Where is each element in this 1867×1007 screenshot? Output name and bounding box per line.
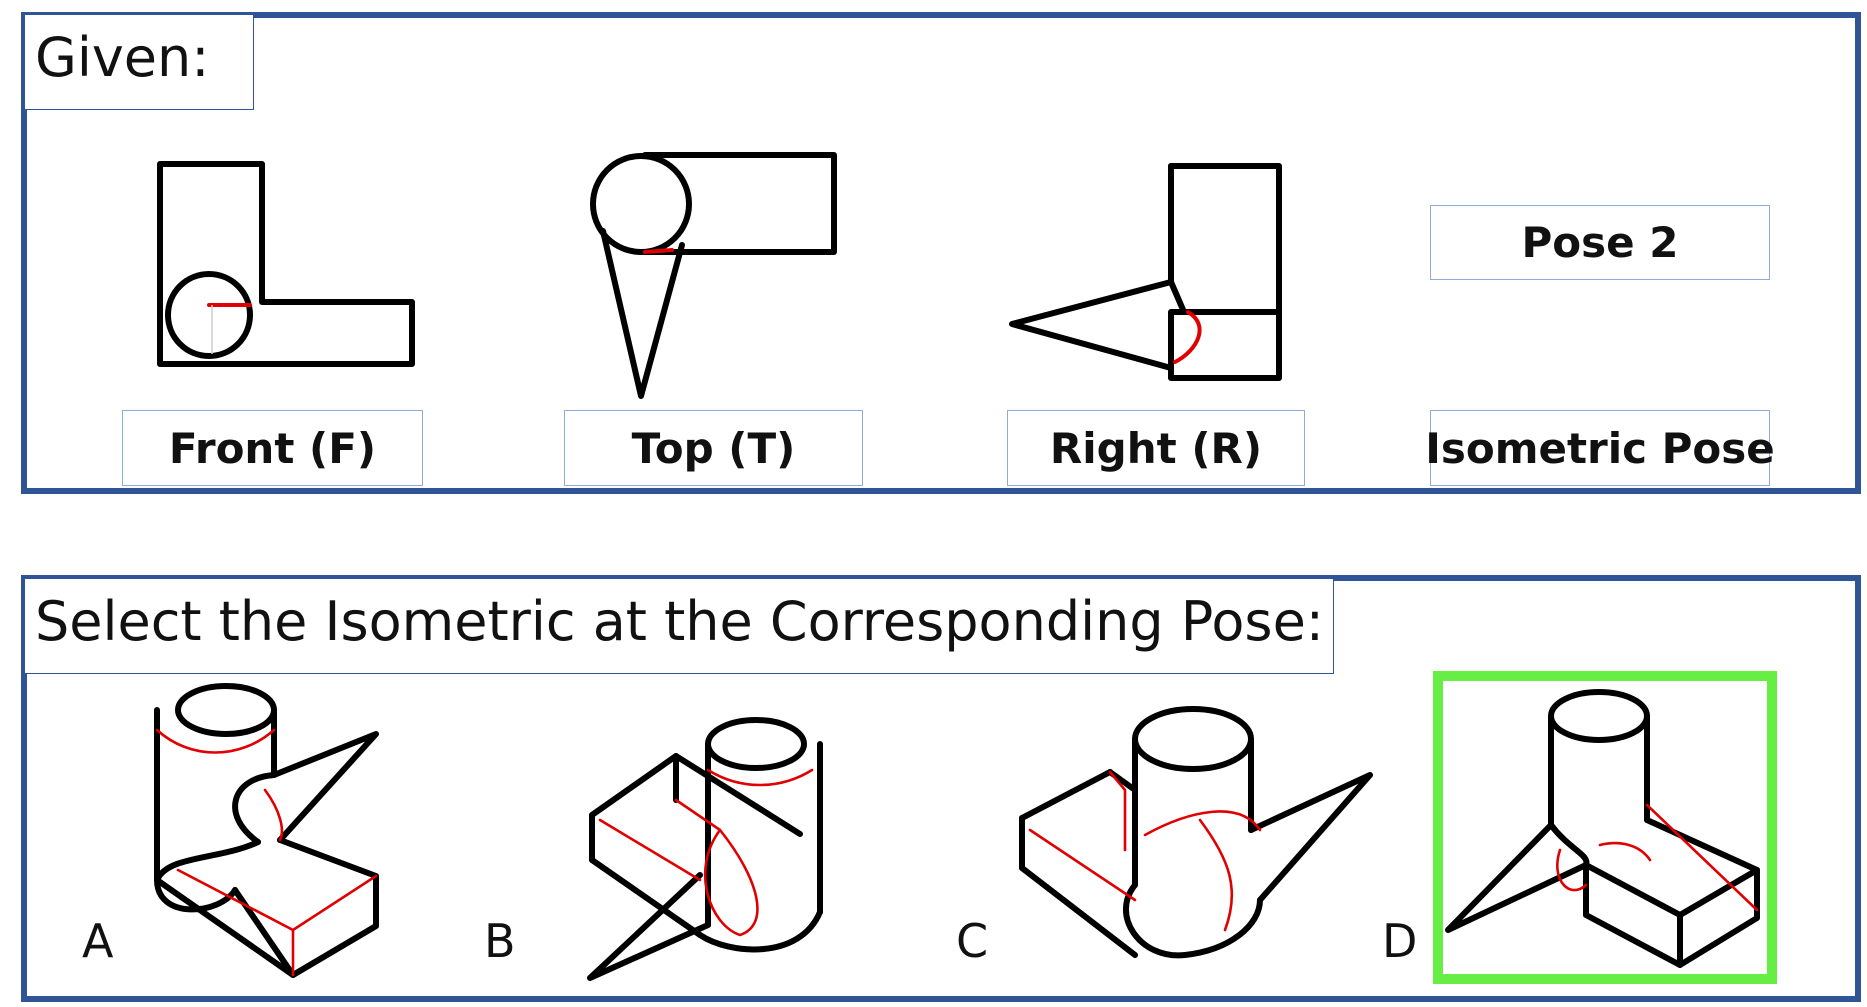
pose-value-box: Pose 2 <box>1430 205 1770 280</box>
right-view-label: Right (R) <box>1007 410 1305 486</box>
answer-highlight <box>1433 671 1777 984</box>
isometric-pose-label: Isometric Pose <box>1425 410 1775 486</box>
front-view-label: Front (F) <box>122 410 423 486</box>
option-b-letter[interactable]: B <box>484 914 516 968</box>
select-heading: Select the Isometric at the Correspondin… <box>24 578 1334 674</box>
option-d-drawing <box>1445 689 1760 968</box>
given-heading: Given: <box>24 14 254 110</box>
right-view-drawing <box>1009 163 1282 381</box>
option-b-drawing <box>587 717 823 981</box>
option-d-letter[interactable]: D <box>1382 914 1418 968</box>
top-view-drawing <box>590 152 837 399</box>
option-c-letter[interactable]: C <box>956 914 989 968</box>
top-view-label: Top (T) <box>564 410 863 486</box>
option-a-drawing <box>154 683 379 978</box>
option-a-letter[interactable]: A <box>82 914 114 968</box>
option-c-drawing <box>1019 706 1373 959</box>
front-view-drawing <box>157 161 415 367</box>
